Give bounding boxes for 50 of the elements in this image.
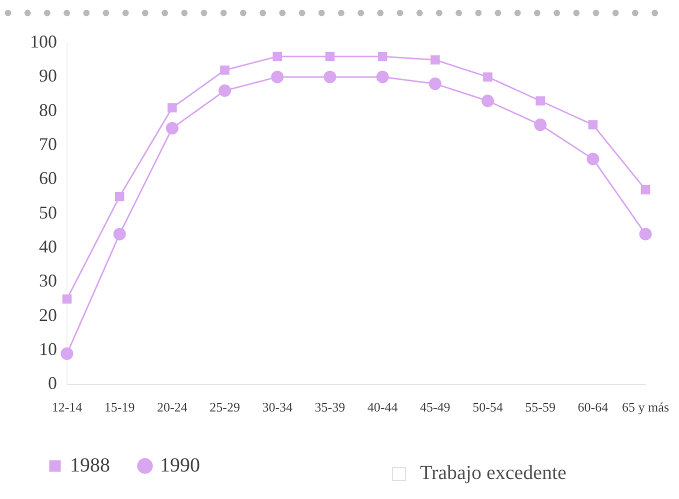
y-tick-label: 50 xyxy=(39,202,57,222)
point xyxy=(62,294,72,304)
x-tick-label: 20-24 xyxy=(157,400,188,415)
legend-label: 1988 xyxy=(70,454,110,476)
point xyxy=(168,103,177,112)
point xyxy=(218,84,232,97)
point xyxy=(588,120,598,130)
point xyxy=(536,96,545,106)
point xyxy=(586,152,600,166)
y-tick-label: 10 xyxy=(39,338,57,359)
x-tick-label: 60-64 xyxy=(578,400,609,415)
x-tick-label: 25-29 xyxy=(210,400,240,415)
point xyxy=(376,70,389,84)
x-tick-label: 55-59 xyxy=(525,400,556,415)
point xyxy=(272,52,282,62)
point xyxy=(482,94,494,108)
y-tick-label: 70 xyxy=(39,134,57,154)
text: Trabajo excedente xyxy=(420,462,566,485)
x-tick-label: 35-39 xyxy=(314,400,346,415)
point xyxy=(114,192,124,202)
point xyxy=(428,78,442,90)
x-tick-label: 50-54 xyxy=(472,400,504,415)
y-tick-label: 100 xyxy=(30,32,57,52)
point xyxy=(639,228,652,240)
point xyxy=(325,52,335,62)
point xyxy=(483,72,492,82)
point xyxy=(534,118,547,132)
y-tick-label: 80 xyxy=(39,100,57,120)
point xyxy=(166,122,178,134)
x-tick-label: 12-14 xyxy=(52,400,83,415)
point xyxy=(271,70,284,84)
point xyxy=(113,228,126,240)
x-tick-label: 45-49 xyxy=(420,400,450,415)
y-tick-label: 60 xyxy=(39,168,57,188)
point xyxy=(378,52,388,62)
point xyxy=(324,70,336,84)
point xyxy=(220,65,230,75)
y-tick-label: 40 xyxy=(39,236,57,256)
y-tick-label: 90 xyxy=(39,66,57,86)
x-tick-label: 40-44 xyxy=(367,400,398,415)
point xyxy=(430,55,440,65)
point xyxy=(640,185,650,194)
point xyxy=(60,347,74,360)
y-tick-label: 30 xyxy=(39,270,57,291)
x-tick-label: 65 y más xyxy=(622,400,670,415)
y-tick-label: 20 xyxy=(39,304,57,325)
x-tick-label: 30-34 xyxy=(262,400,294,415)
y-tick-label: 0 xyxy=(48,373,57,394)
x-tick-label: 15-19 xyxy=(104,400,135,415)
legend-label: 1990 xyxy=(160,454,200,476)
